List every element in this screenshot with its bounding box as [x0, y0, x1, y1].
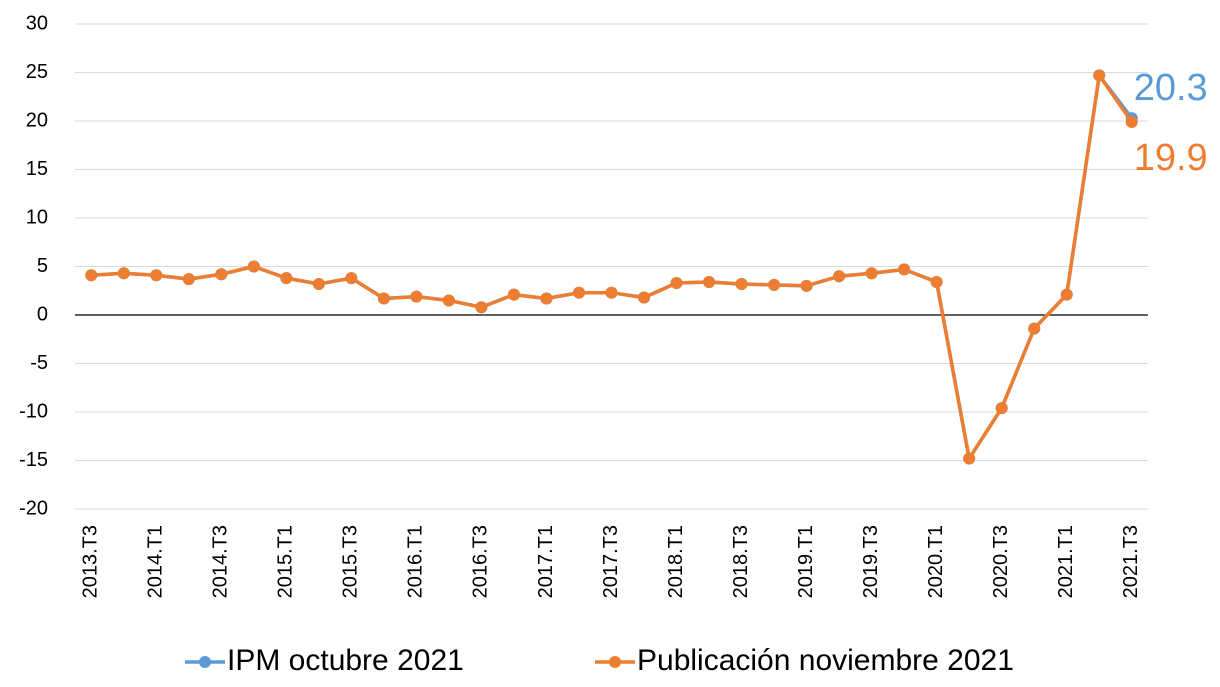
point	[312, 277, 325, 290]
point	[215, 268, 228, 281]
y-tick-label: 25	[26, 61, 48, 83]
point	[150, 269, 163, 282]
y-tick-label: -20	[19, 497, 48, 519]
point	[410, 290, 423, 303]
x-tick-label: 2015.T3	[340, 525, 362, 598]
y-tick-label: 15	[26, 158, 48, 180]
x-tick-label: 2017.T1	[535, 525, 557, 598]
y-tick-label: 10	[26, 206, 48, 228]
legend-marker	[199, 656, 211, 668]
point	[572, 286, 585, 299]
y-tick-label: 30	[26, 12, 48, 34]
point	[735, 277, 748, 290]
point	[507, 288, 520, 301]
x-tick-label: 2019.T3	[860, 525, 882, 598]
point	[1125, 115, 1138, 128]
point	[247, 260, 260, 273]
x-tick-label: 2016.T1	[405, 525, 427, 598]
y-tick-label: 5	[37, 255, 48, 277]
legend-marker	[609, 656, 621, 668]
data-label: 20.3	[1134, 67, 1208, 109]
x-tick-label: 2020.T3	[990, 525, 1012, 598]
x-tick-label: 2016.T3	[470, 525, 492, 598]
point	[475, 301, 488, 314]
point	[768, 278, 781, 291]
y-tick-label: -15	[19, 449, 48, 471]
point	[865, 267, 878, 280]
point	[280, 272, 293, 285]
point	[995, 402, 1008, 415]
point	[930, 276, 943, 289]
x-tick-label: 2015.T1	[275, 525, 297, 598]
point	[540, 292, 553, 305]
point	[605, 286, 618, 299]
point	[800, 279, 813, 292]
point	[442, 294, 455, 307]
x-tick-label: 2018.T3	[730, 525, 752, 598]
x-tick-label: 2021.T3	[1120, 525, 1142, 598]
y-tick-label: -5	[30, 352, 48, 374]
point	[703, 276, 716, 289]
x-tick-label: 2018.T1	[665, 525, 687, 598]
point	[1028, 322, 1041, 335]
point	[345, 272, 358, 285]
point	[963, 452, 976, 465]
point	[377, 292, 390, 305]
x-tick-label: 2019.T1	[795, 525, 817, 598]
x-tick-label: 2013.T3	[80, 525, 102, 598]
point	[1093, 69, 1106, 82]
point	[182, 273, 195, 286]
x-tick-label: 2017.T3	[600, 525, 622, 598]
y-tick-label: -10	[19, 400, 48, 422]
x-tick-label: 2020.T1	[925, 525, 947, 598]
data-label: 19.9	[1134, 137, 1208, 179]
y-tick-label: 0	[37, 303, 48, 325]
x-tick-label: 2021.T1	[1055, 525, 1077, 598]
point	[117, 267, 130, 280]
legend-label: IPM octubre 2021	[227, 644, 464, 677]
point	[638, 291, 651, 304]
point	[898, 263, 911, 276]
point	[833, 270, 846, 283]
y-tick-label: 20	[26, 109, 48, 131]
legend-label: Publicación noviembre 2021	[637, 644, 1014, 677]
point	[1060, 288, 1073, 301]
x-tick-label: 2014.T1	[145, 525, 167, 598]
x-tick-label: 2014.T3	[210, 525, 232, 598]
point	[85, 269, 98, 282]
point	[670, 276, 683, 289]
